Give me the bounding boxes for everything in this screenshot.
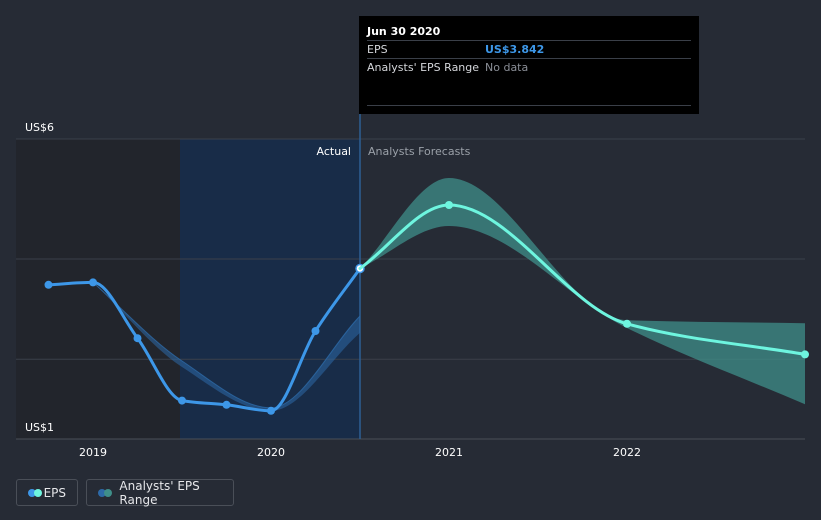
data-point-0-1	[89, 278, 97, 287]
legend-range-label: Analysts' EPS Range	[119, 478, 200, 507]
legend-eps-dots-icon	[28, 488, 42, 498]
tooltip-row-range: Analysts' EPS Range No data	[367, 58, 691, 76]
past-shade-band	[16, 139, 180, 439]
data-point-1-3	[801, 350, 809, 359]
x-tick-label-2022: 2022	[613, 446, 641, 459]
data-point-0-2	[133, 334, 142, 343]
x-tick-label-2019: 2019	[79, 446, 107, 459]
y-tick-label-top: US$6	[25, 121, 54, 134]
y-tick-label-bottom: US$1	[25, 421, 54, 434]
actual-range-edge	[92, 282, 361, 409]
series-line-1	[358, 203, 807, 356]
data-point-0-5	[267, 406, 275, 415]
section-label-actual: Actual	[317, 145, 351, 158]
tooltip-range-value: No data	[485, 61, 529, 74]
data-point-1-1	[445, 201, 453, 209]
legend: EPS Analysts' EPS Range	[16, 478, 234, 507]
section-label-forecast: Analysts Forecasts	[368, 145, 471, 158]
x-tick-label-2020: 2020	[257, 446, 285, 459]
tooltip-row-eps: EPS US$3.842	[367, 40, 691, 58]
tooltip-date: Jun 30 2020	[367, 25, 441, 38]
legend-range-dots-icon	[98, 488, 112, 498]
x-tick-label-2021: 2021	[435, 446, 463, 459]
tooltip-eps-label: EPS	[367, 43, 388, 56]
data-point-0-6	[311, 327, 320, 335]
data-point-0-3	[178, 396, 186, 405]
data-point-0-4	[222, 400, 231, 409]
tooltip: Jun 30 2020 EPS US$3.842 Analysts' EPS R…	[359, 16, 699, 114]
data-point-1-2	[623, 319, 631, 328]
actual-highlight-band	[180, 139, 360, 439]
forecast-range-band	[360, 178, 805, 405]
legend-eps[interactable]: EPS	[16, 479, 78, 506]
series-line-0	[47, 266, 362, 413]
legend-eps-label: EPS	[43, 485, 66, 500]
tooltip-divider	[367, 105, 691, 106]
legend-eps-range[interactable]: Analysts' EPS Range	[86, 478, 234, 507]
tooltip-range-label: Analysts' EPS Range	[367, 61, 480, 74]
tooltip-eps-value: US$3.842	[485, 43, 545, 56]
data-point-0-0	[44, 280, 53, 289]
